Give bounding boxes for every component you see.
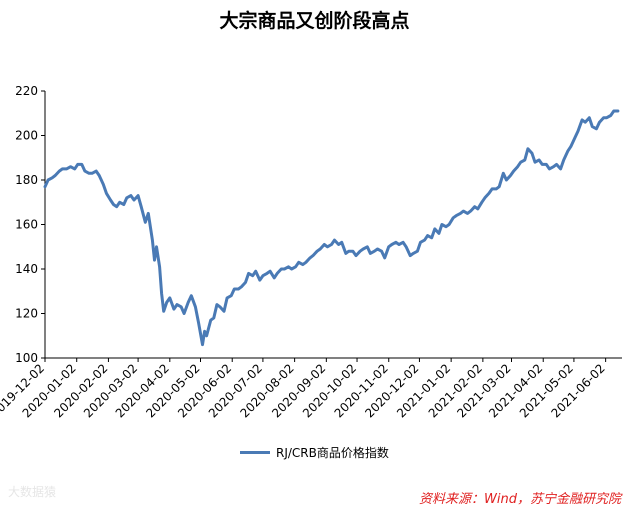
series-layer: [43, 109, 620, 347]
y-tick-label: 140: [15, 262, 38, 276]
chart-title: 大宗商品又创阶段高点: [219, 10, 410, 32]
y-tick-label: 120: [15, 307, 38, 321]
legend: RJ/CRB商品价格指数: [240, 443, 389, 461]
y-tick-label: 180: [15, 173, 38, 187]
watermark-logo: 大数据猿: [8, 485, 57, 499]
series-line: [43, 109, 620, 347]
legend-label: RJ/CRB商品价格指数: [276, 445, 389, 460]
y-tick-label: 100: [15, 351, 38, 365]
y-axis: 100 120 140 160 180 200 220: [15, 84, 45, 365]
y-tick-label: 200: [15, 129, 38, 143]
axes: [44, 91, 622, 359]
y-tick-label: 160: [15, 218, 38, 232]
legend-swatch: [240, 450, 270, 454]
source-note: 资料来源：Wind，苏宁金融研究院: [419, 492, 621, 507]
x-axis: 2019-12-022020-01-022020-02-022020-03-02…: [0, 358, 608, 420]
y-tick-label: 220: [15, 84, 38, 98]
